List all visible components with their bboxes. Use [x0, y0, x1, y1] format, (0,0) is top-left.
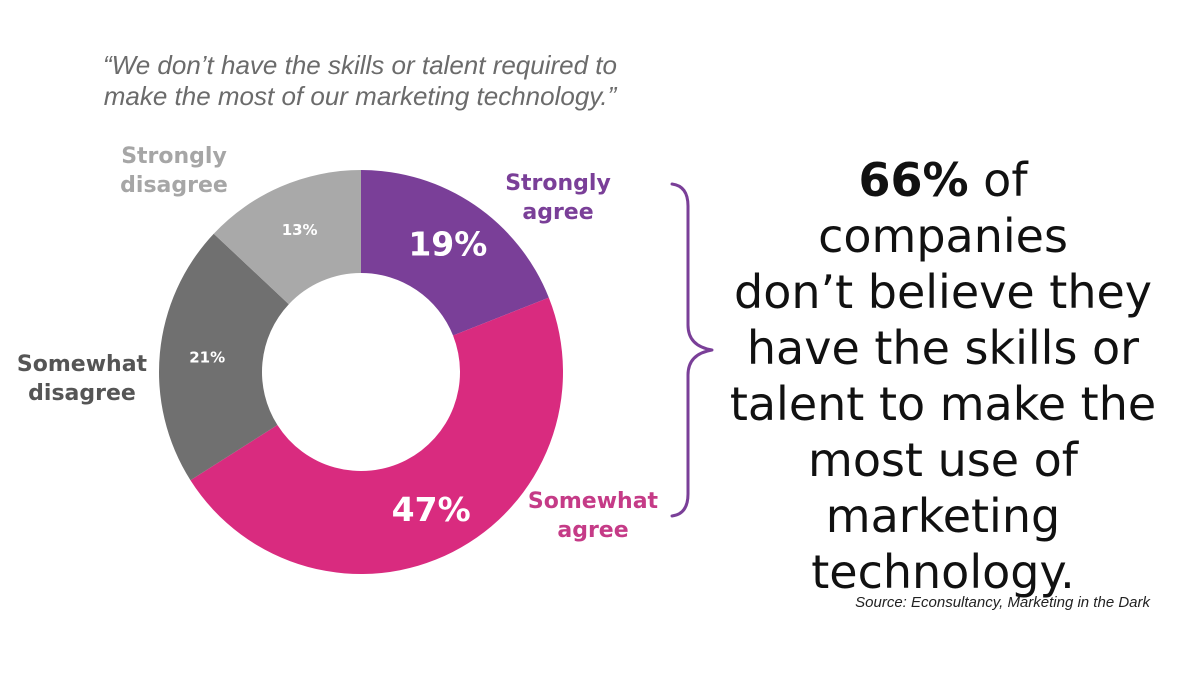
category-label-line: agree: [557, 518, 628, 543]
slice-strongly-agree: [361, 170, 549, 336]
slice-somewhat-disagree: [158, 233, 289, 481]
slice-somewhat-agree: [190, 297, 564, 575]
key-finding-line: talent to make the: [729, 377, 1157, 431]
key-finding-line-rest: of companies: [818, 153, 1068, 263]
donut-slices: [158, 170, 564, 575]
slice-value-labels: 19% 47% 21% 13%: [189, 221, 487, 529]
key-finding-line: have the skills or: [746, 321, 1140, 375]
category-label-somewhat-disagree: Somewhat disagree: [17, 352, 148, 406]
agree-bracket: [670, 182, 714, 518]
key-finding-line: most use of: [808, 433, 1078, 487]
category-label-line: disagree: [120, 173, 228, 198]
value-label-strongly-agree: 19%: [408, 225, 487, 264]
source-note: Source: Econsultancy, Marketing in the D…: [855, 594, 1150, 611]
value-label-somewhat-agree: 47%: [392, 490, 471, 529]
quote-line: “We don’t have the skills or talent requ…: [102, 50, 617, 80]
slice-category-labels: Strongly agree Somewhat agree Somewhat disagr…: [17, 144, 659, 543]
category-label-strongly-agree: Strongly agree: [505, 171, 611, 225]
category-label-somewhat-agree: Somewhat agree: [528, 489, 659, 543]
category-label-line: Strongly: [121, 144, 227, 169]
quote-line: make the most of our marketing technolog…: [103, 81, 617, 111]
category-label-line: agree: [522, 200, 593, 225]
key-finding-line: 66% of companies: [728, 152, 1158, 264]
key-finding-highlight: 66%: [858, 153, 969, 207]
category-label-strongly-disagree: Strongly disagree: [120, 144, 228, 198]
slice-strongly-disagree: [213, 170, 361, 305]
key-finding-line: technology.: [811, 545, 1075, 599]
category-label-line: Somewhat: [17, 352, 148, 377]
key-finding-line: marketing: [825, 489, 1061, 543]
key-finding-line: don’t believe they: [734, 265, 1152, 319]
key-finding: 66% of companies don’t believe they have…: [728, 152, 1158, 600]
category-label-line: Strongly: [505, 171, 611, 196]
category-label-line: disagree: [28, 381, 136, 406]
value-label-strongly-disagree: 13%: [282, 221, 318, 239]
category-label-line: Somewhat: [528, 489, 659, 514]
value-label-somewhat-disagree: 21%: [189, 348, 225, 366]
survey-quote: “We don’t have the skills or talent requ…: [40, 50, 680, 112]
